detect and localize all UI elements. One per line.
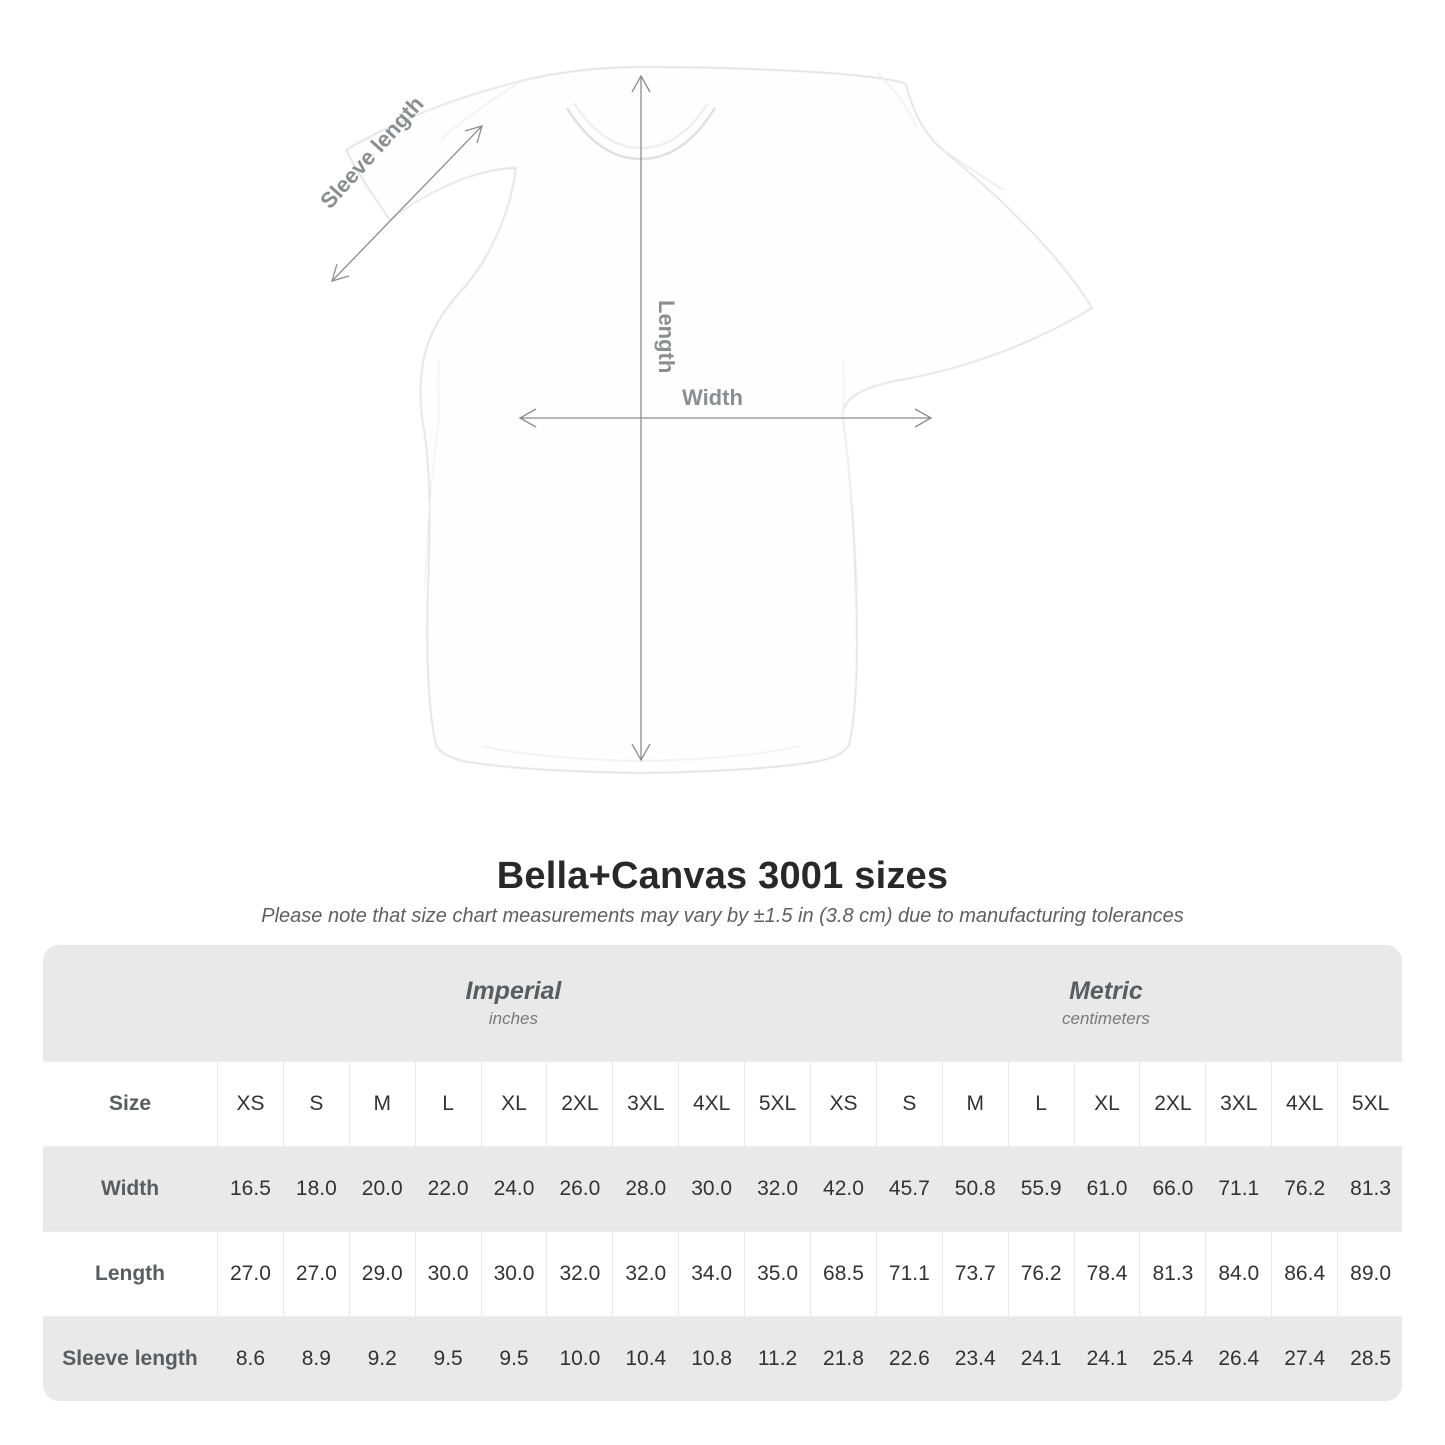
svg-text:Width: Width bbox=[682, 385, 743, 410]
svg-text:Length: Length bbox=[654, 300, 679, 373]
